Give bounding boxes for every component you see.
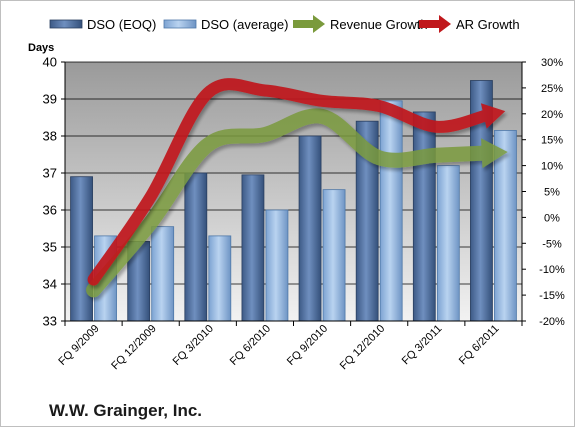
right-tick-label: 25%: [541, 83, 563, 95]
bar-dso-eoq: [184, 172, 208, 322]
legend-swatch: [163, 19, 197, 29]
right-tick-label: 0%: [544, 212, 560, 224]
legend-label: DSO (average): [201, 17, 288, 32]
bar-dso-average: [379, 100, 403, 322]
right-tick-label: -20%: [539, 316, 565, 328]
bar-dso-average: [436, 165, 460, 322]
right-tick-label: 20%: [541, 109, 563, 121]
bars: [70, 80, 517, 322]
left-tick-label: 38: [43, 129, 57, 144]
ar-growth-arrow-shaft: [87, 78, 492, 286]
left-tick-label: 37: [43, 166, 57, 181]
bar-dso-eoq: [412, 111, 436, 322]
left-tick-label: 35: [43, 240, 57, 255]
left-tick-label: 40: [43, 55, 57, 70]
legend-swatch: [293, 20, 313, 28]
right-tick-label: 10%: [541, 161, 563, 173]
legend-swatch-head: [439, 15, 451, 33]
revenue-growth-arrow-head: [481, 138, 508, 169]
legend-label: Revenue Growth: [330, 17, 428, 32]
revenue-growth-arrow-shaft: [86, 108, 492, 298]
bar-dso-average: [208, 235, 232, 322]
right-tick-label: 15%: [541, 135, 563, 147]
bar-dso-average: [265, 209, 289, 322]
right-tick-label: -15%: [539, 290, 565, 302]
bar-dso-average: [494, 130, 517, 322]
bar-dso-average: [151, 226, 175, 322]
legend: DSO (EOQ) DSO (average) Revenue Growth AR G…: [49, 15, 520, 33]
growth-arrows: [86, 78, 508, 298]
y-axis-label: Days: [28, 42, 54, 54]
left-tick-label: 36: [43, 203, 57, 218]
left-tick-label: 33: [43, 314, 57, 329]
right-tick-label: -10%: [539, 264, 565, 276]
right-tick-label: 5%: [544, 187, 560, 199]
ar-growth-arrow: [87, 78, 506, 286]
revenue-growth-arrow: [86, 108, 508, 298]
chart-title: W.W. Grainger, Inc.: [49, 401, 202, 420]
legend-swatch: [49, 19, 83, 29]
ar-growth-arrow-head: [480, 103, 506, 129]
bar-dso-eoq: [241, 174, 265, 322]
legend-swatch-head: [313, 15, 325, 33]
legend-label: AR Growth: [456, 17, 520, 32]
bar-dso-average: [322, 189, 346, 322]
bar-dso-eoq: [70, 176, 93, 322]
bar-dso-eoq: [298, 135, 322, 322]
left-tick-label: 39: [43, 92, 57, 107]
legend-swatch: [419, 20, 439, 28]
right-tick-label: -5%: [542, 238, 562, 250]
left-tick-label: 34: [43, 277, 57, 292]
right-tick-label: 30%: [541, 57, 563, 69]
legend-label: DSO (EOQ): [87, 17, 156, 32]
